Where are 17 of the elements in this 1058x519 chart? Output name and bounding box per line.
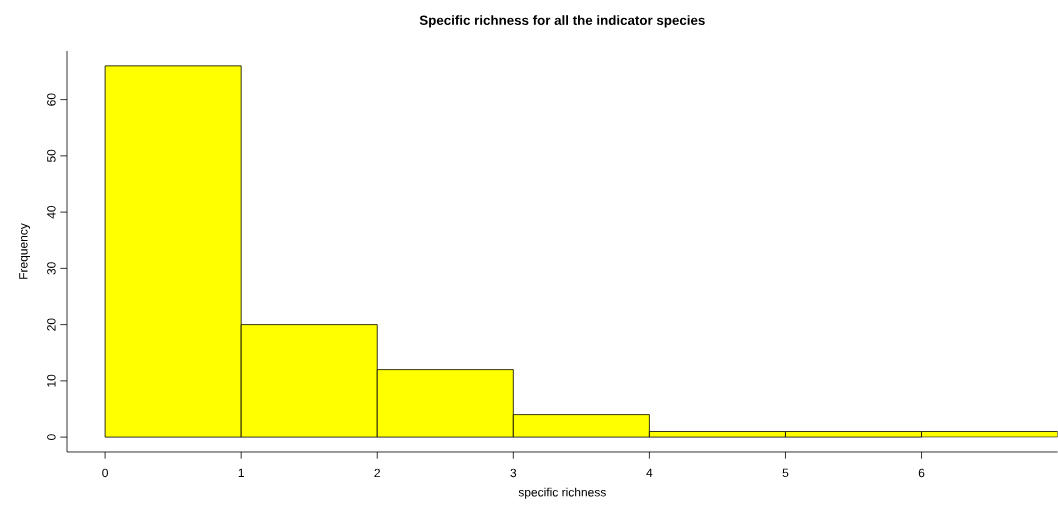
y-tick-label: 50 (47, 149, 56, 163)
chart-title: Specific richness for all the indicator species (419, 15, 705, 28)
x-tick-label: 4 (646, 468, 653, 477)
x-tick-label: 6 (918, 468, 925, 478)
x-tick-label: 5 (782, 468, 789, 478)
x-tick-label: 0 (102, 468, 108, 478)
y-tick-label: 10 (47, 374, 56, 387)
y-tick-label: 40 (47, 205, 56, 219)
y-tick-label: 0 (47, 434, 56, 441)
x-axis-title: specific richness (518, 487, 606, 499)
y-tick-label: 20 (47, 318, 56, 331)
x-tick-label: 3 (510, 468, 517, 478)
x-tick-label: 2 (374, 468, 380, 478)
y-tick-label: 30 (47, 262, 56, 275)
y-axis-title: Frequency (19, 223, 30, 279)
x-tick-label: 1 (238, 468, 244, 477)
y-tick-label: 60 (47, 93, 56, 106)
